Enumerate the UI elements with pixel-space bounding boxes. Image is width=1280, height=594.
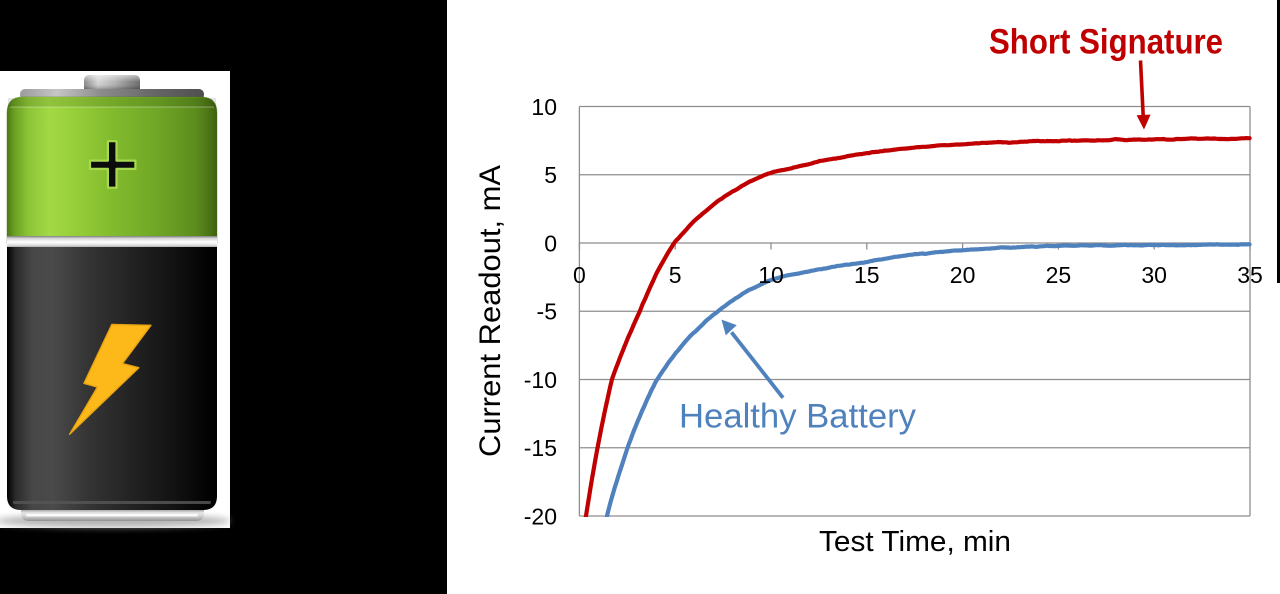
svg-text:0: 0 xyxy=(544,230,557,256)
svg-text:-20: -20 xyxy=(524,503,557,529)
svg-text:-10: -10 xyxy=(524,367,557,393)
svg-text:20: 20 xyxy=(950,262,976,288)
svg-text:-15: -15 xyxy=(524,435,557,461)
svg-text:30: 30 xyxy=(1141,262,1167,288)
svg-text:10: 10 xyxy=(531,94,557,120)
svg-text:Healthy Battery: Healthy Battery xyxy=(679,398,916,436)
svg-text:Short Signature: Short Signature xyxy=(989,23,1223,62)
svg-text:5: 5 xyxy=(669,262,682,288)
svg-text:35: 35 xyxy=(1237,262,1263,288)
svg-text:25: 25 xyxy=(1046,262,1072,288)
svg-text:-5: -5 xyxy=(537,299,557,325)
svg-text:15: 15 xyxy=(854,262,880,288)
svg-text:10: 10 xyxy=(758,262,784,288)
svg-text:Current Readout, mA: Current Readout, mA xyxy=(474,165,507,457)
svg-text:Test Time, min: Test Time, min xyxy=(819,526,1011,558)
svg-text:0: 0 xyxy=(573,262,586,288)
svg-text:5: 5 xyxy=(544,162,557,188)
